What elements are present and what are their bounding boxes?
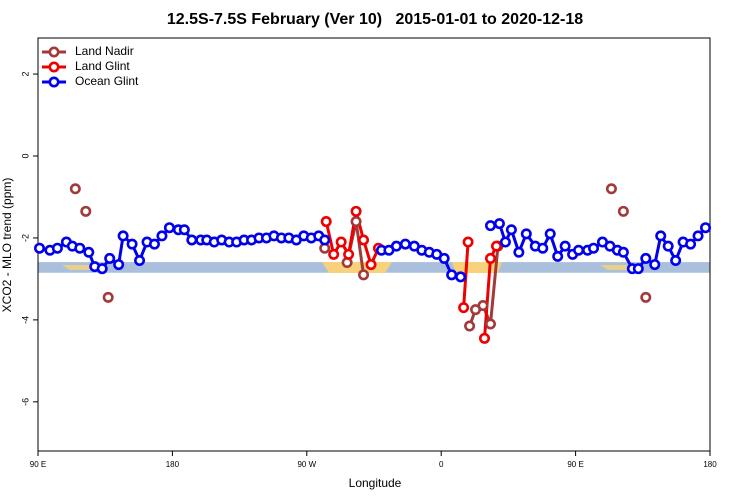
chart-title: 12.5S-7.5S February (Ver 10) 2015-01-01 … (167, 11, 583, 28)
data-point (83, 246, 95, 258)
data-point (350, 205, 362, 217)
x-tick-label: 90 E (30, 460, 46, 469)
data-point (588, 242, 600, 254)
data-point (350, 216, 362, 228)
data-point (484, 252, 496, 264)
legend-marker (48, 61, 60, 73)
data-point (328, 248, 340, 260)
data-point (399, 238, 411, 250)
y-tick-label: -4 (20, 316, 30, 324)
data-point (700, 222, 712, 234)
data-point (358, 234, 370, 246)
data-point (186, 234, 198, 246)
data-point (438, 252, 450, 264)
data-point (573, 244, 585, 256)
data-point (455, 271, 467, 283)
data-point (490, 240, 502, 252)
data-point (365, 259, 377, 271)
data-point (319, 234, 331, 246)
data-point (335, 236, 347, 248)
data-point (520, 228, 532, 240)
data-point (74, 242, 86, 254)
data-point (458, 302, 470, 314)
x-axis-label: Longitude (349, 476, 402, 490)
data-point (80, 205, 92, 217)
data-point (477, 300, 489, 312)
data-point (464, 320, 476, 332)
data-point (446, 269, 458, 281)
data-point (484, 220, 496, 232)
legend-label: Ocean Glint (75, 74, 139, 88)
data-point (505, 224, 517, 236)
data-point (484, 318, 496, 330)
data-point (102, 291, 114, 303)
data-point (69, 183, 81, 195)
data-point (493, 218, 505, 230)
data-point (640, 291, 652, 303)
data-point (320, 216, 332, 228)
data-point (632, 263, 644, 275)
data-point (670, 254, 682, 266)
data-point (640, 252, 652, 264)
data-point (104, 252, 116, 264)
data-point (662, 240, 674, 252)
x-tick-label: 0 (439, 460, 444, 469)
data-point (649, 259, 661, 271)
data-point (178, 224, 190, 236)
x-tick-label: 90 W (297, 460, 316, 469)
data-point (617, 205, 629, 217)
y-tick-label: -2 (20, 234, 30, 242)
data-point (685, 238, 697, 250)
data-point (544, 228, 556, 240)
y-axis-label: XCO2 - MLO trend (ppm) (0, 178, 14, 313)
data-point (156, 230, 168, 242)
y-tick-label: 2 (20, 72, 30, 77)
data-point (552, 250, 564, 262)
data-point (96, 263, 108, 275)
legend-marker (48, 76, 60, 88)
x-tick-label: 180 (703, 460, 717, 469)
data-point (343, 248, 355, 260)
x-tick-label: 90 E (567, 460, 583, 469)
data-point (33, 242, 45, 254)
data-point (692, 230, 704, 242)
data-point (126, 238, 138, 250)
legend-label: Land Glint (75, 59, 130, 73)
data-point (513, 246, 525, 258)
data-point (148, 238, 160, 250)
data-point (390, 240, 402, 252)
data-point (51, 242, 63, 254)
data-point (134, 254, 146, 266)
data-point (499, 236, 511, 248)
y-tick-label: -6 (20, 398, 30, 406)
land-mask (322, 262, 392, 273)
data-point (462, 236, 474, 248)
legend-marker (48, 46, 60, 58)
x-tick-label: 180 (166, 460, 180, 469)
data-point (605, 183, 617, 195)
data-point (617, 246, 629, 258)
data-point (655, 230, 667, 242)
y-tick-label: 0 (20, 153, 30, 158)
data-point (358, 269, 370, 281)
data-point (537, 242, 549, 254)
data-point (117, 230, 129, 242)
data-point (163, 222, 175, 234)
data-point (559, 240, 571, 252)
legend-label: Land Nadir (75, 44, 134, 58)
data-point (113, 259, 125, 271)
data-point (479, 332, 491, 344)
